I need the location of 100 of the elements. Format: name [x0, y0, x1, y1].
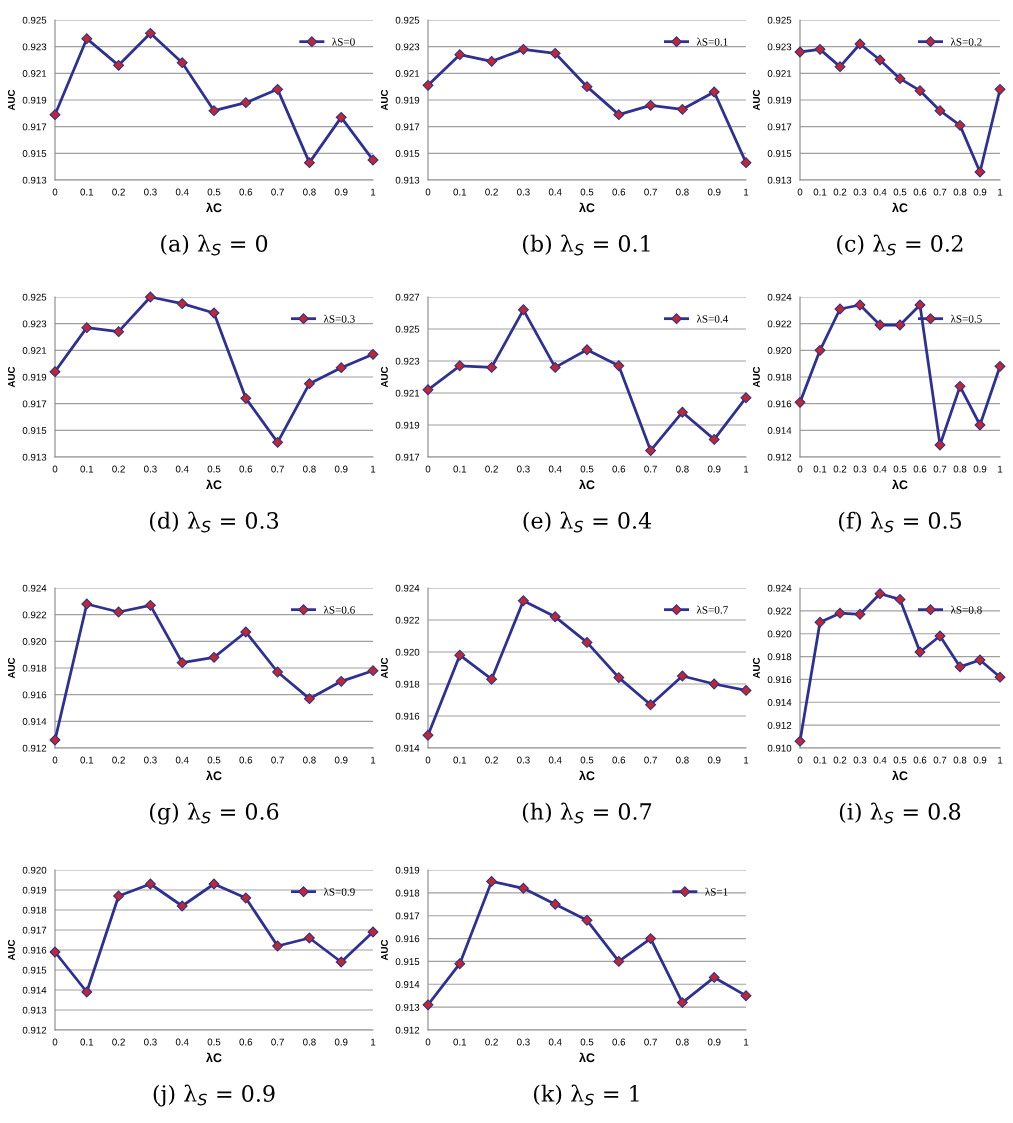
y-tick-label: 0.927 — [395, 293, 420, 301]
x-axis-title: λC — [206, 479, 222, 490]
x-tick-label: 0.2 — [485, 1038, 498, 1046]
x-tick-label: 0.2 — [833, 465, 847, 473]
x-tick-label: 0.4 — [873, 188, 887, 196]
point — [645, 99, 657, 111]
x-tick-label: 1 — [371, 465, 376, 473]
point — [176, 657, 188, 669]
point — [176, 900, 188, 912]
point — [486, 673, 498, 685]
x-tick-label: 0.4 — [175, 1038, 189, 1046]
point — [81, 33, 93, 45]
text: (h) λ$_{S}$ = 0.7 — [522, 802, 652, 824]
x-axis-title: λC — [579, 1052, 595, 1063]
x-axis-title: λC — [206, 202, 222, 213]
y-axis-title: AUC — [752, 89, 760, 111]
x-tick-label: 0.4 — [873, 756, 887, 764]
text: (d) λ$_{S}$ = 0.3 — [149, 511, 279, 533]
y-tick-label: 0.919 — [22, 886, 47, 894]
point — [581, 914, 593, 926]
y-tick-label: 0.923 — [22, 320, 47, 328]
y-tick-label: 0.915 — [767, 150, 792, 157]
x-axis-title: λC — [206, 770, 222, 781]
point — [303, 157, 315, 169]
x-tick-label: 0 — [52, 1038, 58, 1046]
point — [549, 361, 561, 373]
x-axis-title: λC — [892, 202, 908, 213]
point — [934, 105, 946, 117]
point — [144, 599, 156, 611]
y-tick-label: 0.922 — [395, 616, 420, 624]
legend-label: λS=0.1 — [696, 37, 728, 46]
x-tick-label: 0 — [52, 465, 58, 473]
x-tick-label: 0.6 — [612, 188, 626, 196]
y-tick-label: 0.917 — [22, 400, 47, 408]
y-tick-label: 0.923 — [767, 43, 792, 51]
y-tick-label: 0.919 — [22, 373, 47, 381]
x-tick-label: 1 — [371, 188, 376, 196]
point — [740, 990, 752, 1002]
y-tick-label: 0.915 — [22, 966, 47, 974]
y-tick-label: 0.921 — [22, 347, 47, 354]
point — [954, 661, 966, 673]
text: (e) λ$_{S}$ = 0.4 — [523, 511, 652, 533]
x-tick-label: 0.7 — [644, 1038, 657, 1046]
x-tick-label: 0.5 — [893, 756, 907, 764]
x-tick-label: 0.6 — [239, 1038, 253, 1046]
y-tick-label: 0.917 — [22, 926, 47, 934]
point — [645, 445, 657, 457]
y-tick-label: 0.919 — [395, 866, 420, 874]
point — [208, 105, 220, 117]
y-tick-label: 0.910 — [767, 744, 792, 752]
text: (f) λ$_{S}$ = 0.5 — [838, 511, 961, 533]
x-tick-label: 0.8 — [953, 756, 967, 764]
point — [874, 588, 886, 600]
point — [240, 892, 252, 904]
point — [113, 890, 125, 902]
point — [613, 955, 625, 967]
y-tick-label: 0.925 — [22, 293, 47, 301]
y-tick-label: 0.914 — [395, 744, 420, 752]
point — [486, 875, 498, 887]
y-axis-title: AUC — [7, 366, 15, 388]
point — [454, 360, 466, 372]
point — [581, 344, 593, 356]
point — [272, 666, 284, 678]
x-tick-label: 0.4 — [175, 188, 189, 196]
y-tick-label: 0.914 — [767, 699, 792, 706]
y-tick-label: 0.918 — [395, 889, 420, 897]
point — [676, 997, 688, 1009]
x-axis-title: λC — [579, 770, 595, 781]
x-tick-label: 0.3 — [144, 465, 157, 473]
point — [708, 86, 720, 98]
x-tick-label: 0.5 — [580, 465, 594, 473]
x-tick-label: 0.1 — [453, 1038, 467, 1046]
x-tick-label: 1 — [744, 188, 749, 196]
x-tick-label: 0.5 — [893, 188, 907, 196]
x-tick-label: 0.3 — [853, 188, 867, 196]
point — [834, 607, 846, 619]
x-tick-label: 0.8 — [676, 1038, 689, 1046]
point — [994, 83, 1006, 95]
point — [581, 81, 593, 93]
y-tick-label: 0.919 — [395, 421, 420, 429]
legend-label: λS=0.6 — [323, 605, 355, 614]
x-tick-label: 1 — [744, 1038, 749, 1046]
point — [517, 304, 529, 316]
point — [81, 598, 93, 610]
x-tick-label: 0.4 — [175, 465, 189, 473]
y-tick-label: 0.924 — [395, 584, 420, 592]
point — [814, 344, 826, 356]
x-tick-label: 1 — [744, 465, 749, 473]
x-tick-label: 0.7 — [644, 756, 657, 764]
x-tick-label: 0.8 — [303, 465, 316, 473]
y-tick-label: 0.924 — [22, 584, 47, 592]
legend-label: λS=0.9 — [323, 887, 355, 896]
y-tick-label: 0.913 — [395, 176, 420, 184]
point — [208, 878, 220, 890]
point — [176, 298, 188, 310]
y-tick-label: 0.912 — [22, 1026, 47, 1034]
point — [303, 693, 315, 705]
y-tick-label: 0.919 — [767, 96, 792, 104]
point — [954, 380, 966, 392]
point — [914, 85, 926, 97]
